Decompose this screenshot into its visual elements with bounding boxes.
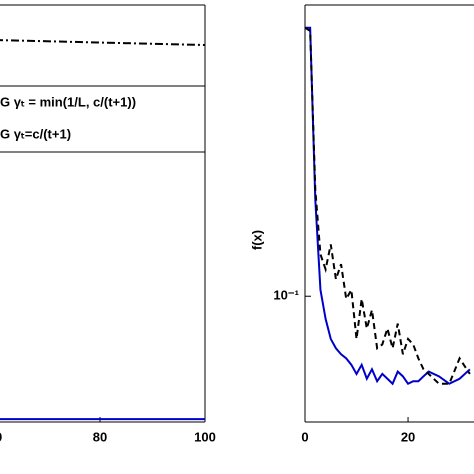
x-tick-label: 20 xyxy=(401,429,415,444)
y-tick-label: 10⁻¹ xyxy=(273,288,299,303)
legend-label: G γₜ=c/(t+1) xyxy=(0,126,71,141)
x-tick-label: 80 xyxy=(93,429,107,444)
data-line xyxy=(305,26,471,386)
data-line xyxy=(305,26,471,385)
plot-area xyxy=(0,39,205,421)
legend-box xyxy=(0,85,206,153)
x-tick-label: 60 xyxy=(0,429,2,444)
data-line xyxy=(0,39,205,47)
legend-label: G γₜ = min(1/L, c/(t+1)) xyxy=(0,94,136,109)
x-tick-label: 100 xyxy=(194,429,216,444)
y-axis-label: f(x) xyxy=(249,230,264,250)
plot-area xyxy=(305,26,471,386)
x-tick-label: 0 xyxy=(301,429,308,444)
